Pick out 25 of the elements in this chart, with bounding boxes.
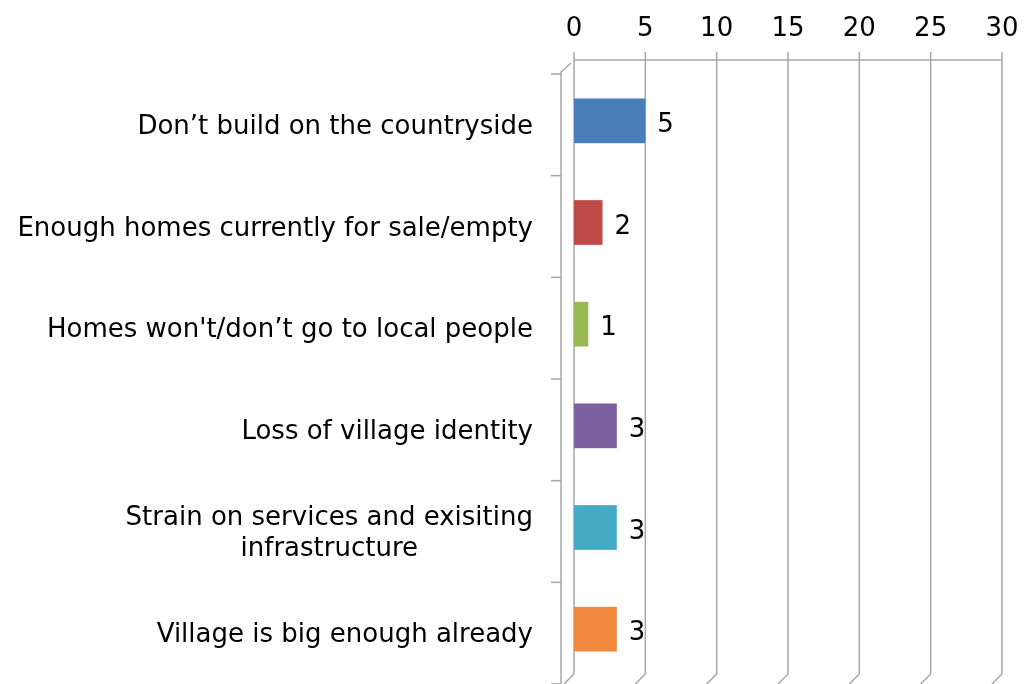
x-tick-label: 25: [914, 12, 948, 42]
bar: [574, 301, 589, 347]
data-label: 2: [614, 209, 632, 240]
bar: [574, 505, 617, 550]
data-label: 1: [600, 311, 617, 342]
x-tick-label: 5: [637, 12, 654, 42]
y-tick-label: Loss of village identity: [241, 414, 533, 445]
data-label: 3: [628, 514, 646, 545]
data-label: 5: [657, 107, 674, 138]
data-label: 3: [628, 616, 646, 647]
y-tick-label: Don’t build on the countryside: [137, 109, 533, 140]
y-tick-label: Enough homes currently for sale/empty: [17, 211, 533, 242]
bar: [574, 403, 617, 449]
x-tick-label: 15: [771, 12, 805, 42]
y-tick-label: Strain on services and exisiting infrastructure: [125, 500, 534, 563]
bar: [574, 200, 603, 245]
data-label: 3: [628, 412, 646, 443]
x-tick-label: 10: [700, 12, 734, 42]
x-tick-label: 20: [842, 12, 876, 42]
x-tick-label: 30: [985, 12, 1019, 42]
bar: [574, 606, 617, 652]
bar: [574, 98, 646, 144]
y-tick-label: Homes won't/don’t go to local people: [47, 313, 533, 344]
x-tick-label: 0: [565, 12, 583, 42]
y-tick-label: Village is big enough already: [156, 618, 533, 649]
